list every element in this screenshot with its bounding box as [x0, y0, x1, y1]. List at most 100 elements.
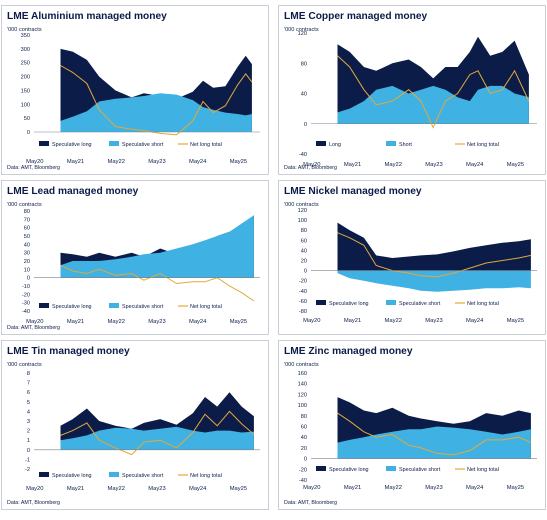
y-axis-unit: '000 contracts — [284, 202, 319, 208]
series-short-area — [60, 426, 254, 450]
y-tick-label: 6 — [27, 390, 30, 396]
y-tick-label: -40 — [299, 289, 307, 295]
x-tick-label: May25 — [230, 159, 247, 165]
zinc-chart: -40 -20 0 20 40 60 80 100 120 140 160 May20 May21 May… — [298, 371, 537, 491]
x-tick-label: May21 — [67, 159, 84, 165]
chart-title: LME Tin managed money — [7, 346, 130, 357]
legend-swatch — [316, 141, 326, 146]
x-tick-label: May20 — [26, 319, 43, 325]
x-tick-label: May23 — [148, 159, 165, 165]
y-tick-label: 4 — [27, 409, 30, 415]
y-tick-label: -40 — [299, 478, 307, 484]
series-net-line — [60, 264, 255, 302]
source-note: Data: AMT, Bloomberg — [7, 325, 60, 331]
y-tick-label: 120 — [298, 31, 307, 37]
series-net-line — [60, 65, 253, 136]
x-tick-label: May25 — [230, 486, 247, 492]
legend-label: Long — [329, 142, 341, 148]
legend-short: Speculative short — [109, 472, 164, 479]
y-tick-label: -60 — [299, 299, 307, 305]
x-tick-label: May21 — [67, 486, 84, 492]
y-tick-label: 50 — [24, 116, 30, 122]
legend-long: Speculative long — [39, 303, 92, 310]
y-tick-label: -10 — [22, 284, 30, 290]
legend-label: Net long total — [190, 142, 222, 148]
y-tick-label: 50 — [24, 234, 30, 240]
x-tick-label: May23 — [425, 485, 442, 491]
legend-net: Net long total — [178, 304, 222, 310]
aluminium-chart: 0 50 100 150 200 250 300 350 May20 May21 May22 May2… — [21, 33, 260, 165]
y-tick-label: 1 — [27, 438, 30, 444]
x-tick-label: May24 — [466, 318, 484, 324]
legend-swatch — [39, 141, 49, 146]
y-tick-label: 200 — [21, 75, 30, 81]
legend-label: Net long total — [467, 467, 499, 473]
series-short-area — [337, 426, 531, 459]
chart-title: LME Zinc managed money — [284, 346, 413, 357]
y-tick-label: 60 — [301, 425, 307, 431]
legend-label: Net long total — [190, 304, 222, 310]
x-tick-label: May24 — [189, 159, 207, 165]
y-tick-label: -20 — [22, 292, 30, 298]
series-short-area — [60, 93, 252, 132]
x-tick-label: May20 — [26, 159, 43, 165]
chart-title: LME Nickel managed money — [284, 186, 422, 197]
y-tick-label: 40 — [301, 435, 307, 441]
y-tick-label: -40 — [22, 309, 30, 315]
y-tick-label: -2 — [25, 467, 30, 473]
panel-tin: LME Tin managed money '000 contracts -2-… — [1, 340, 269, 510]
y-tick-label: 300 — [21, 47, 30, 53]
y-tick-label: 0 — [304, 269, 307, 275]
y-tick-label: 120 — [298, 208, 307, 214]
y-tick-label: 80 — [24, 209, 30, 215]
y-tick-label: 120 — [298, 392, 307, 398]
chart-title: LME Lead managed money — [7, 186, 139, 197]
legend-swatch — [39, 472, 49, 477]
x-tick-label: May23 — [425, 162, 442, 168]
y-tick-label: 140 — [298, 382, 307, 388]
legend-net: Net long total — [455, 467, 499, 473]
legend-swatch — [109, 141, 119, 146]
x-tick-label: May21 — [344, 485, 361, 491]
x-tick-label: May20 — [303, 162, 320, 168]
legend-swatch — [39, 303, 49, 308]
y-tick-label: 2 — [27, 429, 30, 435]
legend-short: Speculative short — [386, 466, 441, 473]
y-axis-unit: '000 contracts — [7, 202, 42, 208]
legend-short: Speculative short — [109, 141, 164, 148]
y-tick-label: -20 — [299, 279, 307, 285]
y-tick-label: 160 — [298, 371, 307, 377]
legend-label: Speculative long — [52, 473, 92, 479]
y-axis-unit: '000 contracts — [284, 27, 319, 33]
y-tick-label: 250 — [21, 61, 30, 67]
chart-title: LME Aluminium managed money — [7, 11, 167, 22]
chart-title: LME Copper managed money — [284, 11, 428, 22]
y-tick-label: 60 — [301, 238, 307, 244]
legend-label: Speculative short — [399, 467, 441, 473]
y-tick-label: 350 — [21, 33, 30, 39]
legend-label: Speculative short — [122, 304, 164, 310]
legend-long: Speculative long — [39, 472, 92, 479]
lead-chart: -40 -30 -20 -10 0 10 20 30 40 50 60 70 80 May20 May21 M… — [22, 209, 260, 325]
x-tick-label: May24 — [466, 485, 484, 491]
x-tick-label: May24 — [189, 486, 207, 492]
y-tick-label: 80 — [301, 61, 307, 67]
x-tick-label: May22 — [108, 486, 125, 492]
y-tick-label: 20 — [24, 259, 30, 265]
x-tick-label: May24 — [466, 162, 484, 168]
legend-label: Short — [399, 142, 412, 148]
y-tick-label: -40 — [299, 152, 307, 158]
y-tick-label: 7 — [27, 381, 30, 387]
legend-label: Speculative short — [122, 142, 164, 148]
legend-swatch — [386, 300, 396, 305]
x-tick-label: May23 — [148, 319, 165, 325]
series-net-line — [337, 232, 532, 278]
x-tick-label: May23 — [425, 318, 442, 324]
legend-label: Net long total — [467, 142, 499, 148]
panel-zinc: LME Zinc managed money '000 contracts -4… — [278, 340, 546, 510]
legend-swatch — [316, 300, 326, 305]
legend-net: Net long total — [178, 473, 222, 479]
legend-label: Speculative long — [52, 142, 92, 148]
x-tick-label: May22 — [108, 159, 125, 165]
y-tick-label: 5 — [27, 400, 30, 406]
